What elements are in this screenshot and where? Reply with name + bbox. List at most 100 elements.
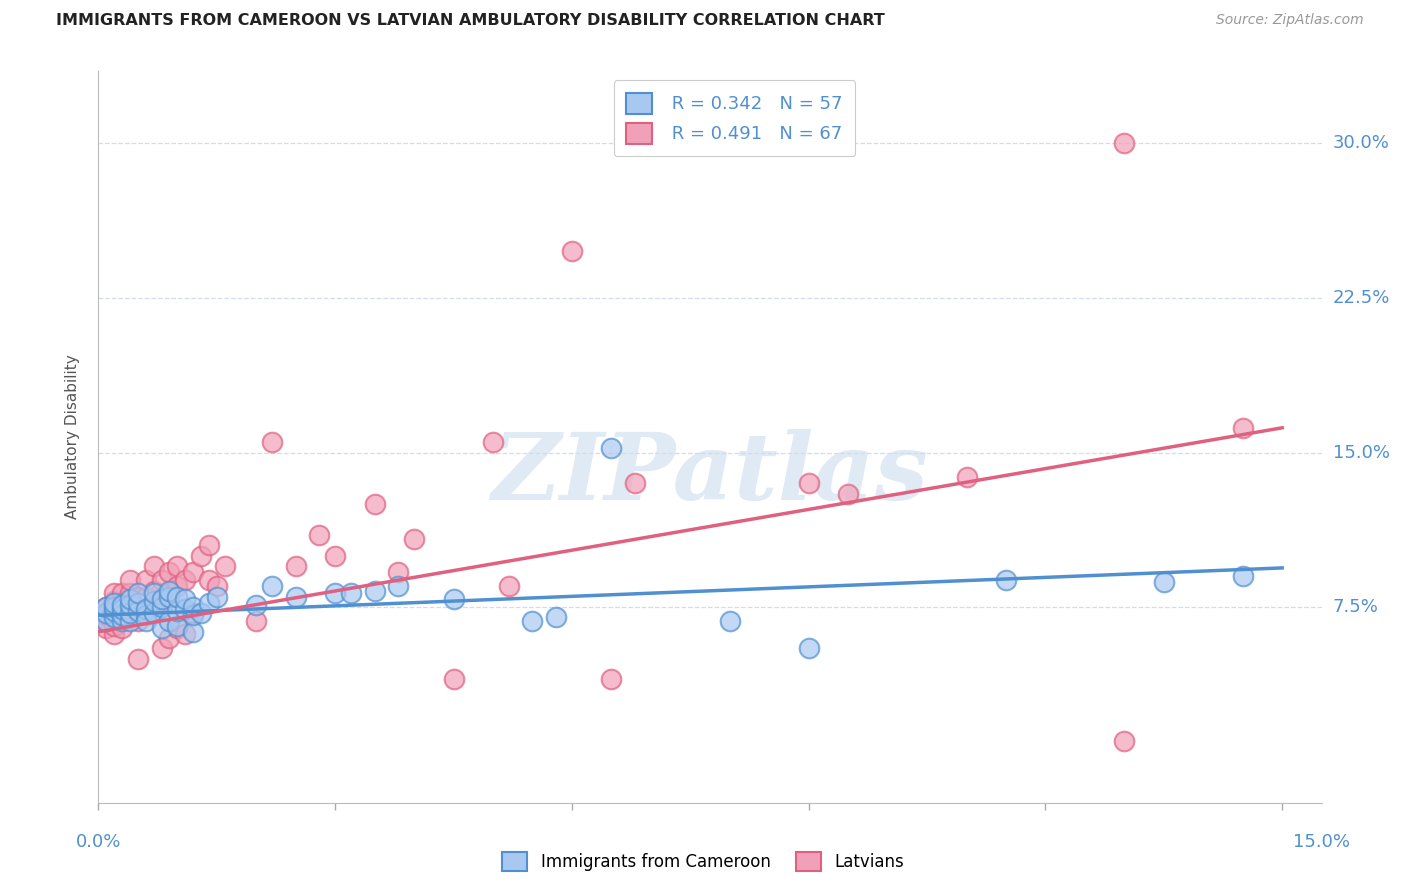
Point — [323, 549, 346, 563]
Text: 15.0%: 15.0% — [1294, 833, 1350, 851]
Point — [135, 590, 157, 604]
Point — [135, 574, 157, 588]
Point — [103, 604, 125, 618]
Point — [837, 487, 859, 501]
Point — [1153, 575, 1175, 590]
Point — [198, 574, 221, 588]
Point — [159, 631, 181, 645]
Point — [103, 627, 125, 641]
Point — [103, 610, 125, 624]
Point — [111, 598, 134, 612]
Point — [205, 579, 228, 593]
Point — [181, 600, 204, 615]
Point — [135, 608, 157, 623]
Point — [111, 621, 134, 635]
Point — [142, 600, 165, 615]
Point — [103, 594, 125, 608]
Point — [561, 244, 583, 258]
Point — [96, 615, 118, 629]
Point — [174, 627, 197, 641]
Point — [245, 598, 267, 612]
Point — [103, 596, 125, 610]
Point — [718, 615, 741, 629]
Point — [363, 497, 385, 511]
Legend: Immigrants from Cameroon, Latvians: Immigrants from Cameroon, Latvians — [494, 843, 912, 880]
Text: 7.5%: 7.5% — [1333, 598, 1379, 616]
Point — [205, 590, 228, 604]
Point — [150, 574, 173, 588]
Point — [159, 590, 181, 604]
Point — [159, 615, 181, 629]
Point — [1232, 569, 1254, 583]
Point — [150, 641, 173, 656]
Point — [159, 565, 181, 579]
Point — [111, 585, 134, 599]
Point — [181, 565, 204, 579]
Text: 0.0%: 0.0% — [76, 833, 121, 851]
Point — [994, 574, 1017, 588]
Point — [135, 606, 157, 620]
Point — [443, 672, 465, 686]
Point — [111, 612, 134, 626]
Text: 15.0%: 15.0% — [1333, 443, 1389, 461]
Text: 22.5%: 22.5% — [1333, 289, 1391, 307]
Point — [150, 600, 173, 615]
Point — [166, 558, 188, 573]
Point — [118, 574, 141, 588]
Point — [111, 608, 134, 623]
Point — [1114, 136, 1136, 151]
Point — [190, 606, 212, 620]
Point — [166, 604, 188, 618]
Point — [118, 615, 141, 629]
Point — [142, 606, 165, 620]
Point — [103, 602, 125, 616]
Point — [174, 591, 197, 606]
Point — [955, 470, 977, 484]
Point — [103, 585, 125, 599]
Point — [260, 435, 283, 450]
Point — [127, 615, 149, 629]
Text: IMMIGRANTS FROM CAMEROON VS LATVIAN AMBULATORY DISABILITY CORRELATION CHART: IMMIGRANTS FROM CAMEROON VS LATVIAN AMBU… — [56, 13, 884, 29]
Point — [127, 602, 149, 616]
Point — [159, 583, 181, 598]
Point — [174, 602, 197, 616]
Point — [174, 574, 197, 588]
Point — [118, 598, 141, 612]
Point — [284, 558, 307, 573]
Text: Source: ZipAtlas.com: Source: ZipAtlas.com — [1216, 13, 1364, 28]
Point — [111, 602, 134, 616]
Point — [142, 558, 165, 573]
Point — [118, 610, 141, 624]
Point — [797, 476, 820, 491]
Text: 30.0%: 30.0% — [1333, 135, 1389, 153]
Point — [166, 579, 188, 593]
Point — [404, 532, 426, 546]
Point — [214, 558, 236, 573]
Point — [150, 591, 173, 606]
Point — [142, 585, 165, 599]
Point — [118, 600, 141, 615]
Point — [482, 435, 505, 450]
Point — [135, 602, 157, 616]
Legend:  R = 0.342   N = 57,  R = 0.491   N = 67: R = 0.342 N = 57, R = 0.491 N = 67 — [614, 80, 855, 156]
Point — [600, 442, 623, 456]
Point — [103, 610, 125, 624]
Point — [498, 579, 520, 593]
Point — [96, 600, 118, 615]
Point — [127, 596, 149, 610]
Point — [181, 608, 204, 623]
Point — [142, 594, 165, 608]
Point — [546, 610, 568, 624]
Point — [150, 621, 173, 635]
Point — [118, 585, 141, 599]
Point — [96, 621, 118, 635]
Point — [340, 585, 363, 599]
Point — [600, 672, 623, 686]
Point — [363, 583, 385, 598]
Point — [181, 606, 204, 620]
Point — [260, 579, 283, 593]
Point — [127, 651, 149, 665]
Point — [111, 615, 134, 629]
Point — [1114, 734, 1136, 748]
Point — [387, 579, 409, 593]
